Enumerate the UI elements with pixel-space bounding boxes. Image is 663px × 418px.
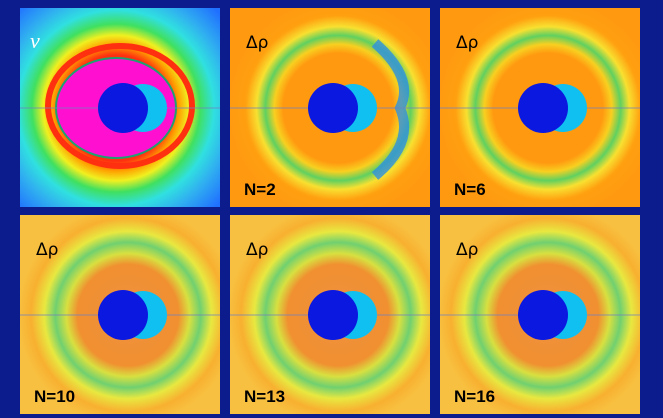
panel-caption: N=13 bbox=[244, 387, 285, 406]
panel: Δρ N=2 bbox=[230, 8, 430, 207]
panel: Δρ N=10 bbox=[20, 215, 220, 414]
panel-label: Δρ bbox=[456, 240, 478, 260]
panel-label: Δρ bbox=[456, 33, 478, 53]
figure: v Δρ N=2 Δρ N=6 Δρ N=10 Δρ N=13 Δρ N=16 bbox=[0, 0, 663, 418]
panel-label: v bbox=[30, 28, 40, 53]
blue-disk bbox=[518, 290, 568, 340]
panel: Δρ N=13 bbox=[230, 215, 430, 414]
blue-disk bbox=[308, 290, 358, 340]
panel-caption: N=10 bbox=[34, 387, 75, 406]
panel-label: Δρ bbox=[246, 240, 268, 260]
blue-disk bbox=[98, 290, 148, 340]
panel-caption: N=16 bbox=[454, 387, 495, 406]
panel: Δρ N=16 bbox=[440, 215, 640, 414]
blue-disk bbox=[98, 83, 148, 133]
panel-label: Δρ bbox=[36, 240, 58, 260]
panel: v bbox=[20, 8, 220, 207]
panel: Δρ N=6 bbox=[440, 8, 640, 207]
panel-caption: N=6 bbox=[454, 180, 486, 199]
blue-disk bbox=[308, 83, 358, 133]
panel-label: Δρ bbox=[246, 33, 268, 53]
panel-caption: N=2 bbox=[244, 180, 276, 199]
blue-disk bbox=[518, 83, 568, 133]
